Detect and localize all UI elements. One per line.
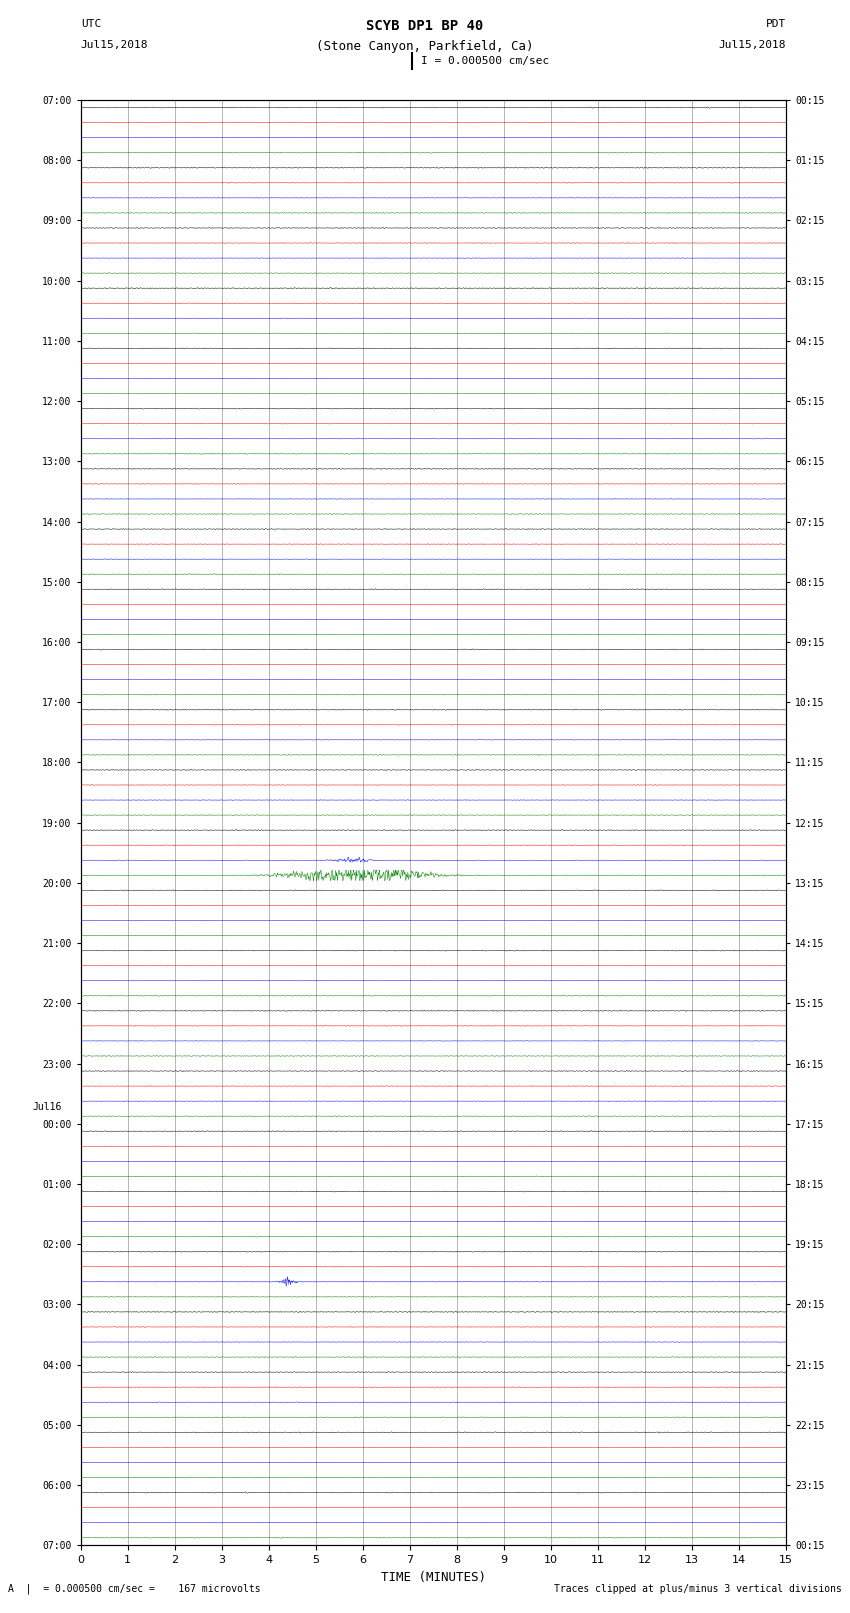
X-axis label: TIME (MINUTES): TIME (MINUTES): [381, 1571, 486, 1584]
Text: A  |  = 0.000500 cm/sec =    167 microvolts: A | = 0.000500 cm/sec = 167 microvolts: [8, 1582, 261, 1594]
Text: Jul15,2018: Jul15,2018: [81, 40, 148, 50]
Text: I = 0.000500 cm/sec: I = 0.000500 cm/sec: [421, 56, 549, 66]
Text: SCYB DP1 BP 40: SCYB DP1 BP 40: [366, 19, 484, 34]
Text: Jul16: Jul16: [33, 1102, 62, 1111]
Text: Jul15,2018: Jul15,2018: [719, 40, 786, 50]
Text: Traces clipped at plus/minus 3 vertical divisions: Traces clipped at plus/minus 3 vertical …: [553, 1584, 842, 1594]
Text: UTC: UTC: [81, 19, 101, 29]
Text: PDT: PDT: [766, 19, 786, 29]
Text: (Stone Canyon, Parkfield, Ca): (Stone Canyon, Parkfield, Ca): [316, 40, 534, 53]
